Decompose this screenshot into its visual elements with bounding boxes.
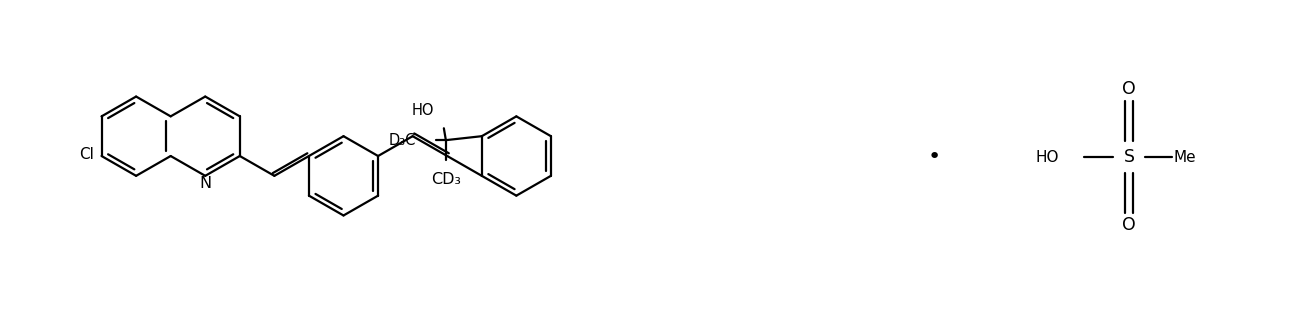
Text: N: N [199,176,211,191]
Text: D₃C: D₃C [388,133,416,148]
Text: HO: HO [412,103,434,118]
Text: •: • [928,147,941,167]
Text: HO: HO [1035,149,1059,165]
Text: O: O [1122,216,1136,235]
Text: Cl: Cl [79,147,93,161]
Text: CD₃: CD₃ [430,172,461,187]
Text: Me: Me [1174,149,1197,165]
Text: O: O [1122,79,1136,98]
Text: S: S [1123,148,1135,166]
